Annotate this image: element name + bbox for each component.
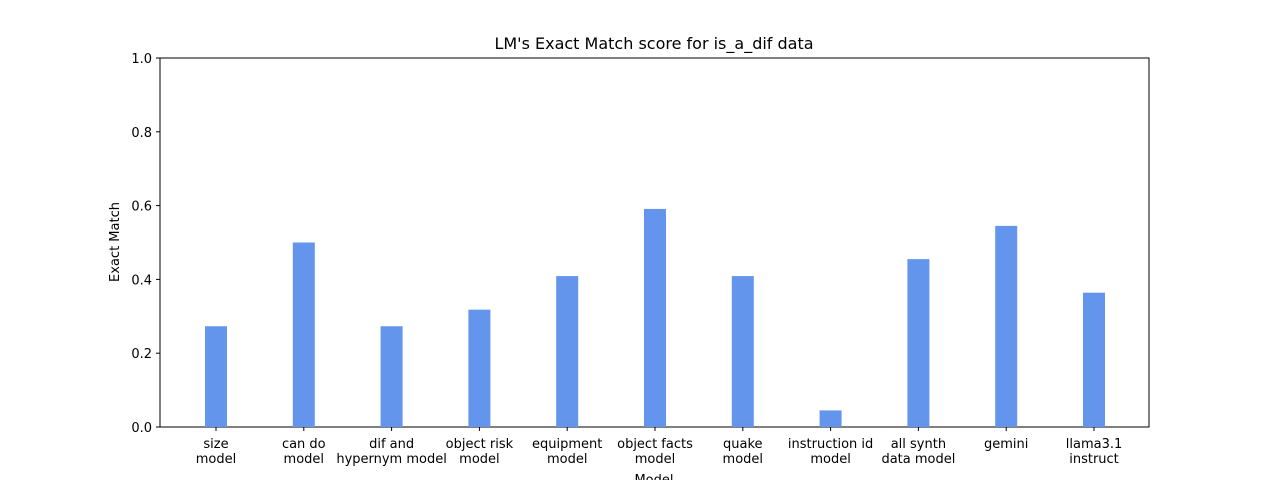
x-tick-label: all synth data model bbox=[881, 437, 955, 467]
chart-title: LM's Exact Match score for is_a_dif data bbox=[494, 34, 813, 54]
x-tick-label: equipment model bbox=[532, 437, 602, 467]
x-tick-label: quake model bbox=[723, 437, 763, 467]
x-tick-label: object risk model bbox=[446, 437, 514, 467]
x-tick-label: size model bbox=[196, 437, 236, 467]
x-tick-label: dif and hypernym model bbox=[336, 437, 447, 467]
y-tick-label: 0.6 bbox=[131, 200, 152, 215]
bar bbox=[292, 242, 315, 427]
y-axis-ticks: 0.0 0.2 0.4 0.6 0.8 1.0 bbox=[131, 52, 160, 436]
y-axis-label: Exact Match bbox=[108, 202, 123, 282]
bar bbox=[819, 410, 842, 427]
y-tick-label: 0.4 bbox=[131, 273, 152, 288]
y-tick-label: 0.8 bbox=[131, 126, 152, 141]
bar bbox=[556, 276, 579, 427]
bar bbox=[205, 326, 227, 427]
y-tick-label: 1.0 bbox=[131, 52, 152, 67]
y-tick-label: 0.0 bbox=[131, 421, 152, 436]
bar bbox=[380, 326, 403, 427]
x-tick-label: object facts model bbox=[617, 437, 693, 467]
bars-group bbox=[205, 208, 1105, 427]
bar bbox=[644, 208, 666, 427]
bar bbox=[731, 276, 754, 427]
bar bbox=[468, 309, 491, 427]
x-tick-label: instruction id model bbox=[788, 437, 873, 467]
bar bbox=[995, 225, 1018, 427]
x-tick-label: can do model bbox=[282, 437, 326, 467]
x-axis-label: Model bbox=[634, 473, 673, 480]
bar bbox=[907, 259, 930, 427]
bar bbox=[1083, 292, 1105, 427]
x-axis-ticks: size model can do model dif and hypernym mode… bbox=[196, 427, 1122, 467]
x-tick-label: llama3.1 instruct bbox=[1066, 437, 1123, 467]
x-tick-label: gemini bbox=[984, 437, 1028, 452]
y-tick-label: 0.2 bbox=[131, 347, 152, 362]
